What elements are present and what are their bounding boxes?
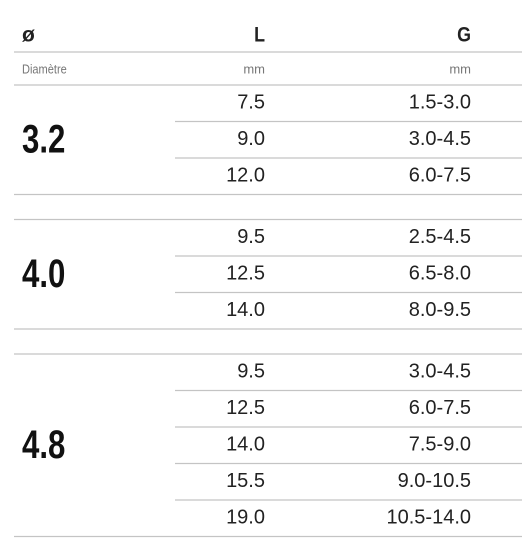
cell-g: 6.0-7.5 [409, 165, 471, 187]
diameter: 3.2 [22, 117, 65, 162]
cell-g: 7.5-9.0 [409, 434, 471, 456]
header-l: L [254, 23, 265, 47]
diameter: 4.0 [22, 251, 65, 296]
cell-g: 6.5-8.0 [409, 263, 471, 285]
cell-l: 12.5 [226, 397, 265, 419]
cell-l: 7.5 [237, 92, 265, 114]
cell-l: 9.5 [237, 226, 265, 248]
cell-l: 9.0 [237, 128, 265, 150]
cell-l: 14.0 [226, 434, 265, 456]
diameter: 4.8 [22, 422, 65, 467]
cell-l: 12.5 [226, 263, 265, 285]
cell-g: 8.0-9.5 [409, 299, 471, 321]
cell-g: 2.5-4.5 [409, 226, 471, 248]
cell-l: 12.0 [226, 165, 265, 187]
cell-g: 3.0-4.5 [409, 128, 471, 150]
unit-diameter: Diamètre [22, 62, 67, 77]
cell-l: 14.0 [226, 299, 265, 321]
cell-l: 15.5 [226, 470, 265, 492]
cell-g: 10.5-14.0 [386, 507, 471, 529]
cell-l: 19.0 [226, 507, 265, 529]
cell-g: 9.0-10.5 [398, 470, 471, 492]
cell-g: 6.0-7.5 [409, 397, 471, 419]
cell-g: 1.5-3.0 [409, 92, 471, 114]
cell-g: 3.0-4.5 [409, 361, 471, 383]
header-g: G [457, 23, 471, 47]
unit-g: mm [449, 61, 471, 76]
cell-l: 9.5 [237, 361, 265, 383]
unit-l: mm [243, 61, 265, 76]
header-diameter: ø [22, 24, 35, 47]
